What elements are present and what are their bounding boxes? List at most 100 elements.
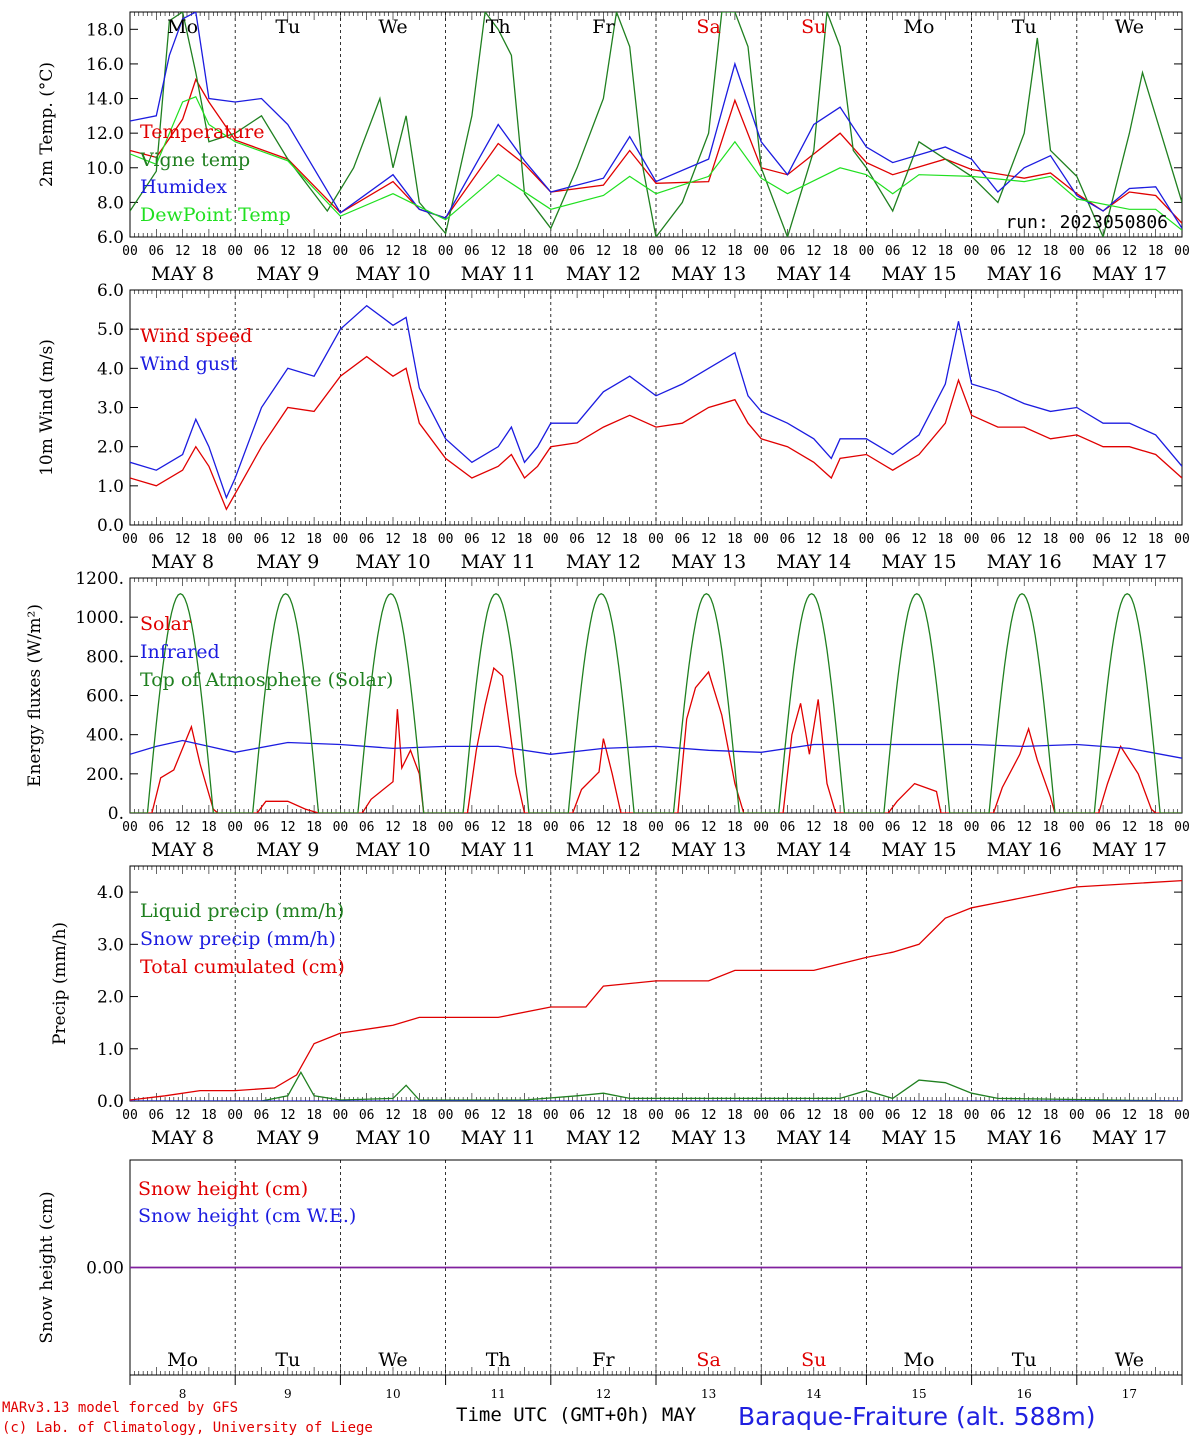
hour-tick-label: 06: [569, 532, 585, 547]
hour-tick-label: 06: [569, 244, 585, 259]
hour-tick-label: 00: [1069, 532, 1085, 547]
hour-tick-label: 00: [227, 532, 243, 547]
weekday-label-top: We: [378, 16, 407, 38]
day-number-label: 14: [806, 1387, 822, 1401]
date-label: MAY 14: [776, 1127, 851, 1149]
panel-temperature: 2m Temp. (°C): [37, 11, 1183, 238]
date-label: MAY 16: [987, 839, 1062, 861]
series-line-vigne-temp: [130, 12, 1182, 237]
hour-tick-label: 12: [175, 244, 191, 259]
day-number-label: 8: [179, 1387, 187, 1401]
hour-tick-label: 18: [832, 532, 848, 547]
day-number-label: 13: [701, 1387, 716, 1401]
hour-tick-label: 06: [359, 1108, 375, 1123]
date-label: MAY 10: [355, 839, 430, 861]
hour-tick-label: 00: [964, 820, 980, 835]
weekday-label-top: Mo: [904, 16, 935, 38]
hour-tick-label: 06: [885, 820, 901, 835]
hour-tick-label: 00: [438, 244, 454, 259]
hour-tick-label: 12: [490, 532, 506, 547]
hour-tick-label: 06: [780, 820, 796, 835]
day-number-label: 12: [596, 1387, 611, 1401]
date-label: MAY 10: [355, 263, 430, 285]
hour-tick-label: 12: [1122, 532, 1138, 547]
date-label: MAY 8: [151, 551, 214, 573]
hour-tick-label: 00: [1069, 1108, 1085, 1123]
hour-tick-label: 06: [569, 820, 585, 835]
hour-tick-label: 12: [701, 532, 717, 547]
date-label: MAY 8: [151, 839, 214, 861]
hour-tick-label: 06: [569, 1108, 585, 1123]
date-label: MAY 8: [151, 1127, 214, 1149]
hour-tick-label: 18: [937, 820, 953, 835]
hour-tick-label: 00: [648, 244, 664, 259]
hour-tick-label: 00: [964, 1108, 980, 1123]
date-label: MAY 15: [881, 839, 956, 861]
hour-tick-label: 06: [359, 820, 375, 835]
y-axis-label: Snow height (cm): [37, 1191, 57, 1343]
y-tick-label: 6.0: [97, 281, 124, 301]
date-label: MAY 11: [461, 1127, 536, 1149]
hour-tick-label: 06: [1095, 244, 1111, 259]
hour-tick-label: 00: [438, 532, 454, 547]
legend-wind-gust: Wind gust: [140, 353, 238, 375]
hour-tick-label: 12: [1122, 820, 1138, 835]
y-tick-label: 12.0: [86, 124, 124, 144]
date-label: MAY 9: [256, 551, 319, 573]
hour-tick-label: 00: [648, 532, 664, 547]
hour-tick-label: 18: [832, 820, 848, 835]
hour-tick-label: 12: [1016, 1108, 1032, 1123]
series-line-humidex: [130, 12, 1182, 229]
series-line-total-cumulated-cm-: [130, 879, 1182, 1101]
date-label: MAY 14: [776, 263, 851, 285]
weekday-label-bottom: Mo: [904, 1349, 935, 1371]
legend-dewpoint-temp: DewPoint Temp: [140, 204, 291, 226]
hour-tick-label: 12: [911, 244, 927, 259]
y-axis-label: Energy fluxes (W/m²): [25, 604, 45, 787]
hour-tick-label: 00: [1069, 820, 1085, 835]
hour-tick-label: 18: [1148, 820, 1164, 835]
hour-tick-label: 00: [859, 1108, 875, 1123]
hour-tick-label: 18: [727, 244, 743, 259]
hour-tick-label: 00: [859, 532, 875, 547]
hour-tick-label: 18: [306, 532, 322, 547]
weekday-label-bottom: Fr: [592, 1349, 615, 1371]
series-line-wind-speed: [130, 355, 1182, 511]
hour-tick-label: 00: [543, 1108, 559, 1123]
day-number-label: 11: [491, 1387, 506, 1401]
date-label: MAY 9: [256, 839, 319, 861]
y-tick-label: 2.0: [97, 988, 124, 1008]
date-label: MAY 13: [671, 1127, 746, 1149]
hour-tick-label: 00: [227, 244, 243, 259]
panel-wind: 10m Wind (m/s): [37, 289, 1183, 526]
hour-tick-label: 00: [859, 820, 875, 835]
hour-tick-label: 06: [990, 1108, 1006, 1123]
hour-tick-label: 12: [490, 1108, 506, 1123]
date-label: MAY 17: [1092, 1127, 1167, 1149]
hour-tick-label: 12: [385, 1108, 401, 1123]
hour-tick-label: 06: [464, 244, 480, 259]
legend-total-cumulated-cm-: Total cumulated (cm): [140, 956, 345, 978]
hour-tick-label: 12: [175, 532, 191, 547]
y-tick-label: 14.0: [86, 90, 124, 110]
hour-tick-label: 00: [122, 532, 138, 547]
hour-tick-label: 06: [674, 820, 690, 835]
date-label: MAY 12: [566, 839, 641, 861]
hour-tick-label: 18: [1043, 1108, 1059, 1123]
weekday-label-top: Tu: [1012, 16, 1037, 38]
legend-wind-speed: Wind speed: [140, 325, 252, 347]
hour-tick-label: 00: [1174, 820, 1190, 835]
hour-tick-label: 18: [306, 820, 322, 835]
hour-tick-label: 00: [227, 1108, 243, 1123]
weekday-label-top: Mo: [167, 16, 198, 38]
weekday-label-top: Th: [486, 16, 511, 38]
legend-snow-height-cm-: Snow height (cm): [138, 1178, 308, 1200]
hour-tick-label: 00: [753, 244, 769, 259]
hour-tick-label: 18: [937, 1108, 953, 1123]
y-tick-label: 600.: [86, 687, 124, 707]
hour-tick-label: 06: [1095, 532, 1111, 547]
hour-tick-label: 18: [622, 532, 638, 547]
hour-tick-label: 12: [280, 244, 296, 259]
hour-tick-label: 18: [832, 1108, 848, 1123]
legend-snow-precip-mm-h-: Snow precip (mm/h): [140, 928, 336, 950]
